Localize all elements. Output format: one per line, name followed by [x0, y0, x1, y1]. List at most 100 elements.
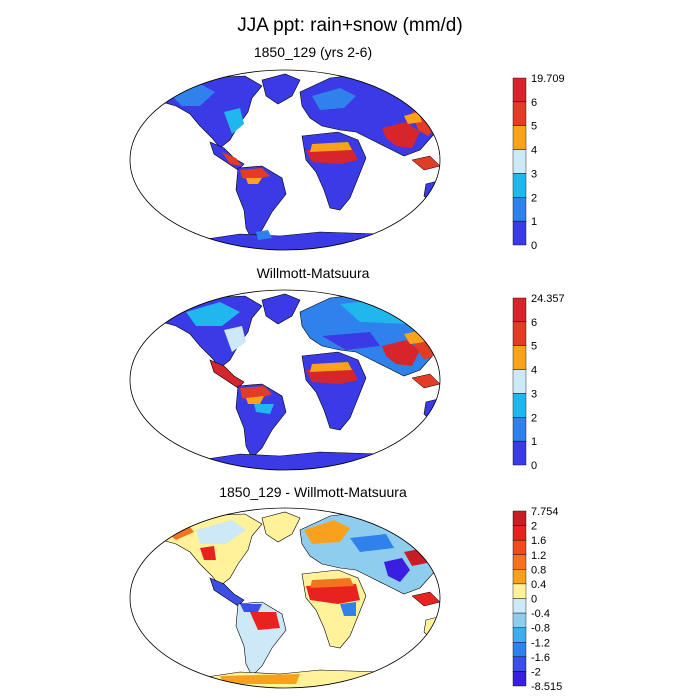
colorbar-swatch	[512, 598, 527, 614]
colorbar-tick-label: -8.515	[531, 681, 562, 693]
panel-title: 1850_129 - Willmott-Matsuura	[219, 484, 407, 500]
colorbar-tick-label: 1.2	[531, 550, 546, 562]
colorbar-tick-label: -2	[531, 666, 541, 678]
colorbar-tick-label: 4	[531, 145, 537, 157]
colorbar-tick-label: 24.357	[531, 293, 565, 305]
central-america-land	[209, 577, 245, 607]
central-asia-blue	[322, 332, 380, 350]
china-orange	[404, 112, 422, 124]
amazon-red	[250, 612, 280, 630]
colorbar-swatch	[512, 345, 527, 370]
w-usa-red	[200, 546, 216, 560]
amazon-orange	[246, 396, 264, 404]
colorbar-swatch	[512, 510, 527, 526]
greenland-land	[261, 511, 301, 543]
colorbar-tick-label: -0.8	[531, 623, 550, 635]
colorbar-tick-label: 19.709	[531, 73, 565, 85]
greenland-land	[261, 293, 301, 325]
e-usa-lightblue	[224, 326, 246, 352]
globe-outline	[129, 69, 441, 251]
colorbar-swatch	[512, 77, 527, 103]
ne-australia-cyan	[448, 184, 464, 196]
amazon-orange	[246, 178, 262, 184]
europe-blue	[312, 88, 356, 110]
colorbar-swatch	[512, 149, 527, 174]
colorbar-tick-label: 3	[531, 388, 537, 400]
map-panel-model: 1850_129 (yrs 2-6)	[129, 44, 565, 252]
colorbar-swatch	[512, 583, 527, 599]
sahel-red	[306, 148, 358, 164]
map-panel-observed: Willmott-Matsuura	[129, 265, 565, 472]
canada-lightblue	[196, 520, 246, 544]
land-precip-diff-field	[159, 509, 464, 688]
colorbar-tick-label: 6	[531, 97, 537, 109]
colorbar-swatch	[512, 125, 527, 150]
colorbar-observed: 24.357 6 5 4 3 2 1 0	[512, 293, 565, 472]
e-africa-blue	[340, 602, 356, 616]
indonesia-land	[411, 155, 440, 171]
colorbar-difference: 7.754 2 1.6 1.2 0.8 0.4 0 -0.4 -0.8 -1.2 -1.6 -2 -8.…	[512, 506, 562, 693]
colorbar-tick-label: -0.4	[531, 608, 550, 620]
nw-canada-lightblue	[172, 84, 215, 106]
colorbar-tick-label: 7.754	[531, 506, 559, 518]
sahel-orange	[310, 142, 352, 152]
colorbar-tick-label: -1.6	[531, 652, 550, 664]
colorbar-tick-label: -1.2	[531, 637, 550, 649]
colorbar-tick-label: 3	[531, 168, 537, 180]
australia-land	[423, 395, 440, 429]
globe-outline	[129, 289, 441, 471]
india-blue	[384, 558, 410, 582]
central-america-land	[209, 359, 245, 389]
sahel-orange	[310, 578, 354, 588]
colorbar-swatch	[512, 612, 527, 628]
colorbar-swatch	[512, 369, 527, 394]
colorbar-swatch	[512, 393, 527, 418]
colorbar-tick-label: 4	[531, 365, 537, 377]
north-america-land	[159, 75, 263, 149]
figure-title: JJA ppt: rain+snow (mm/d)	[237, 15, 462, 36]
land-precip-field	[159, 71, 464, 250]
land-precip-field	[159, 291, 440, 470]
siberia-lightblue	[394, 80, 436, 100]
greenland-land	[261, 73, 301, 105]
colorbar-tick-label: 0	[531, 240, 537, 252]
colorbar-tick-label: 0.8	[531, 564, 546, 576]
central-asia-blue	[350, 534, 394, 552]
new-guinea-land	[444, 600, 464, 610]
colorbar-swatch	[512, 440, 527, 466]
indonesia-land	[411, 373, 440, 389]
colorbar-swatch	[512, 417, 527, 442]
canada-cyan	[186, 302, 240, 326]
sahel-orange	[310, 362, 352, 372]
panel-title: 1850_129 (yrs 2-6)	[254, 44, 372, 60]
colorbar-swatch	[512, 220, 527, 246]
antarctic-peninsula-lightblue	[256, 230, 272, 240]
colorbar-swatch	[512, 101, 527, 126]
australia-land	[423, 613, 440, 647]
australia-lightblue	[432, 622, 440, 636]
europe-orange	[304, 520, 350, 544]
australia-land	[423, 177, 440, 211]
colorbar-swatch	[512, 569, 527, 585]
colorbar-tick-label: 2	[531, 192, 537, 204]
colorbar-swatch	[512, 627, 527, 643]
colorbar-model: 19.709 6 5 4 3 2 1 0	[512, 73, 565, 252]
panel-title: Willmott-Matsuura	[257, 265, 370, 281]
south-america-land	[235, 165, 287, 241]
colorbar-tick-label: 2	[531, 412, 537, 424]
colorbar-swatch	[512, 197, 527, 222]
colorbar-swatch	[512, 525, 527, 541]
indonesia-land	[411, 591, 440, 607]
brazil-cyan	[254, 404, 274, 414]
colorbar-swatch	[512, 173, 527, 198]
colorbar-tick-label: 0	[531, 594, 537, 606]
globe-outline	[129, 507, 441, 689]
colorbar-tick-label: 5	[531, 121, 537, 133]
india-red	[382, 340, 420, 366]
sahel-red	[306, 584, 360, 604]
colorbar-swatch	[512, 671, 527, 687]
colorbar-tick-label: 1	[531, 216, 537, 228]
antarctic-orange	[220, 674, 300, 684]
